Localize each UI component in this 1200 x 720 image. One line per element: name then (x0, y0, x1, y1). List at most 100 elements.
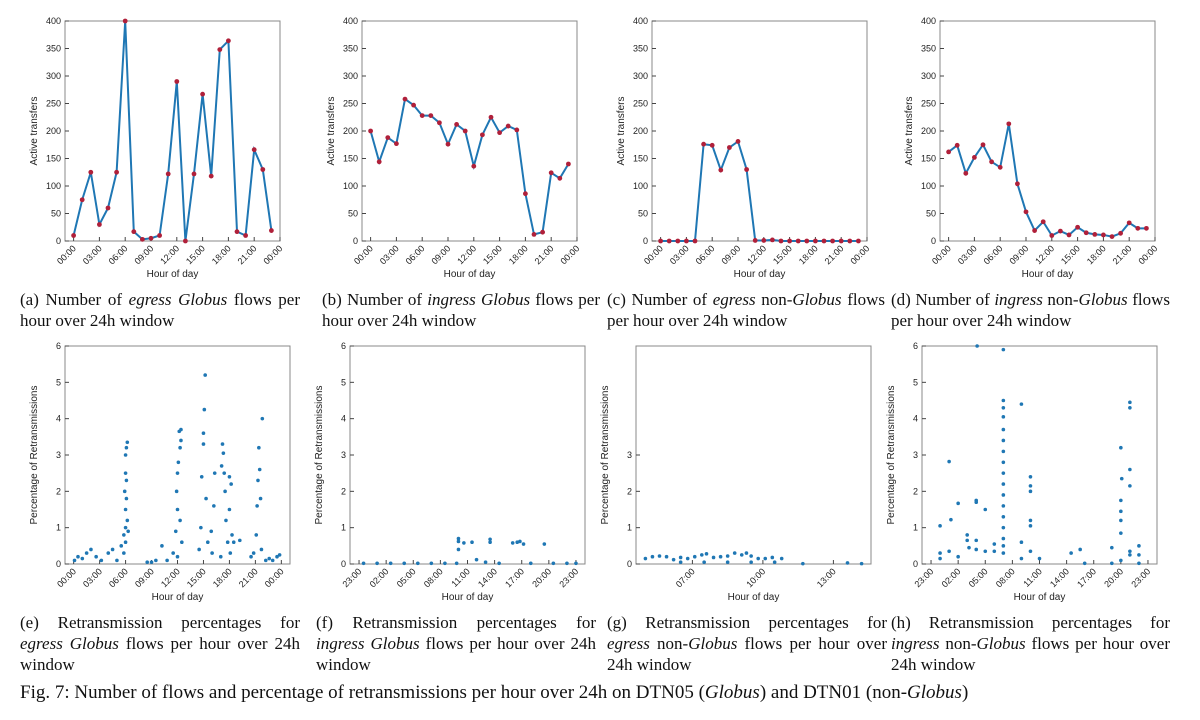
y-tick-label: 4 (913, 414, 918, 424)
x-tick-label: 20:00 (530, 566, 553, 589)
data-point (1006, 121, 1012, 127)
scatter-point (175, 507, 180, 512)
scatter-point (122, 533, 126, 537)
scatter-point (565, 561, 569, 566)
scatter-point (456, 536, 461, 541)
x-axis-label: Hour of day (152, 592, 204, 603)
data-point (1015, 181, 1020, 187)
y-tick-label: 3 (627, 450, 632, 460)
scatter-point (72, 558, 77, 563)
data-point (778, 238, 784, 244)
y-tick-label: 50 (638, 209, 648, 219)
scatter-point (89, 547, 93, 552)
y-tick-label: 300 (343, 71, 358, 81)
scatter-point (1001, 398, 1006, 403)
data-point (269, 228, 274, 233)
data-point (963, 170, 969, 176)
y-tick-label: 0 (56, 559, 61, 569)
caption-fragment: (h) Retransmission percentages for (891, 613, 1170, 632)
scatter-point (254, 533, 259, 537)
data-point (675, 238, 681, 244)
scatter-point (375, 561, 379, 566)
data-point (114, 169, 119, 175)
scatter-point (402, 561, 407, 566)
scatter-point (1137, 561, 1141, 566)
scatter-point (429, 561, 434, 566)
data-point (191, 171, 197, 177)
scatter-point (443, 561, 447, 566)
scatter-point (947, 459, 951, 464)
data-point (1049, 233, 1055, 238)
x-tick-label: 00:00 (261, 243, 284, 266)
y-tick-label: 200 (343, 126, 358, 136)
data-point (795, 238, 801, 244)
scatter-point (388, 561, 393, 566)
y-tick-label: 350 (921, 44, 936, 54)
x-axis-label: Hour of day (1022, 269, 1074, 280)
data-point (972, 155, 977, 160)
scatter-point (1037, 556, 1042, 561)
chart-svg-f: 0 1 2 3 4 5 6 23:00 02:00 05:00 08:00 11:00 14:00 17:… (314, 341, 586, 603)
caption-fragment: ingress Globus (427, 290, 531, 309)
data-point (97, 222, 102, 227)
x-tick-label: 21:00 (237, 566, 260, 589)
caption-fragment: non- (649, 634, 689, 653)
y-tick-label: 1 (627, 523, 632, 533)
caption-fragment: flows per hour over 24h window (607, 290, 885, 330)
x-tick-label: 00:00 (55, 243, 78, 266)
scatter-point (974, 538, 979, 543)
caption-fragment: (g) Retransmission percentages for (607, 613, 887, 632)
scatter-point (222, 471, 227, 475)
y-tick-label: 6 (56, 341, 61, 351)
x-tick-label: 12:00 (159, 566, 182, 589)
scatter-point (179, 427, 183, 432)
scatter-point (221, 451, 226, 455)
figure-caption-globus-2: Globus (907, 682, 962, 703)
scatter-point (1128, 553, 1132, 557)
data-point (165, 171, 171, 177)
y-tick-label: 50 (926, 209, 936, 219)
subfigure-caption-a: (a) Number of egress Globus flows per ho… (20, 289, 300, 331)
scatter-point (110, 547, 115, 552)
data-point (1040, 219, 1046, 225)
scatter-point (1119, 518, 1123, 523)
scatter-point (230, 533, 234, 537)
subfigure-caption-e: (e) Retransmission percentages for egres… (20, 612, 300, 675)
scatter-point (123, 507, 128, 512)
subfigure-caption-f: (f) Retransmission percentages for ingre… (316, 612, 596, 675)
scatter-point (123, 453, 128, 457)
series-line (72, 20, 273, 242)
scatter-point (218, 554, 223, 559)
scatter-point (176, 460, 181, 465)
scatter-point (173, 529, 178, 534)
data-point (821, 238, 827, 244)
data-point (666, 238, 672, 244)
x-tick-label: 05:00 (967, 566, 990, 589)
x-axis-label: Hour of day (442, 592, 494, 603)
x-tick-label: 02:00 (368, 566, 391, 589)
scatter-point (1128, 484, 1132, 488)
scatter-point (1128, 400, 1132, 405)
data-point (980, 142, 986, 148)
scatter-point (692, 554, 697, 559)
y-tick-label: 0 (643, 236, 648, 246)
data-point (514, 127, 520, 133)
scatter-point (1119, 476, 1124, 481)
scatter-point (1119, 509, 1123, 514)
data-point (1032, 228, 1037, 233)
scatter-point (763, 556, 768, 561)
y-tick-label: 2 (913, 486, 918, 496)
scatter-point (175, 471, 180, 475)
figure-caption: Fig. 7: Number of flows and percentage o… (20, 682, 1190, 704)
data-point (445, 141, 451, 147)
x-tick-label: 06:00 (107, 243, 130, 266)
x-tick-label: 18:00 (210, 243, 233, 266)
plot-frame (921, 345, 1158, 565)
chart-panel-h: 0 1 2 3 4 5 6 23:00 02:00 05:00 08:00 11:00 14:00 17:… (862, 336, 1177, 619)
figure-caption-text: Number of flows and percentage of retran… (74, 682, 705, 703)
scatter-point (231, 540, 236, 544)
data-point (1075, 224, 1080, 230)
caption-fragment: flows per hour over 24h window (891, 634, 1170, 674)
